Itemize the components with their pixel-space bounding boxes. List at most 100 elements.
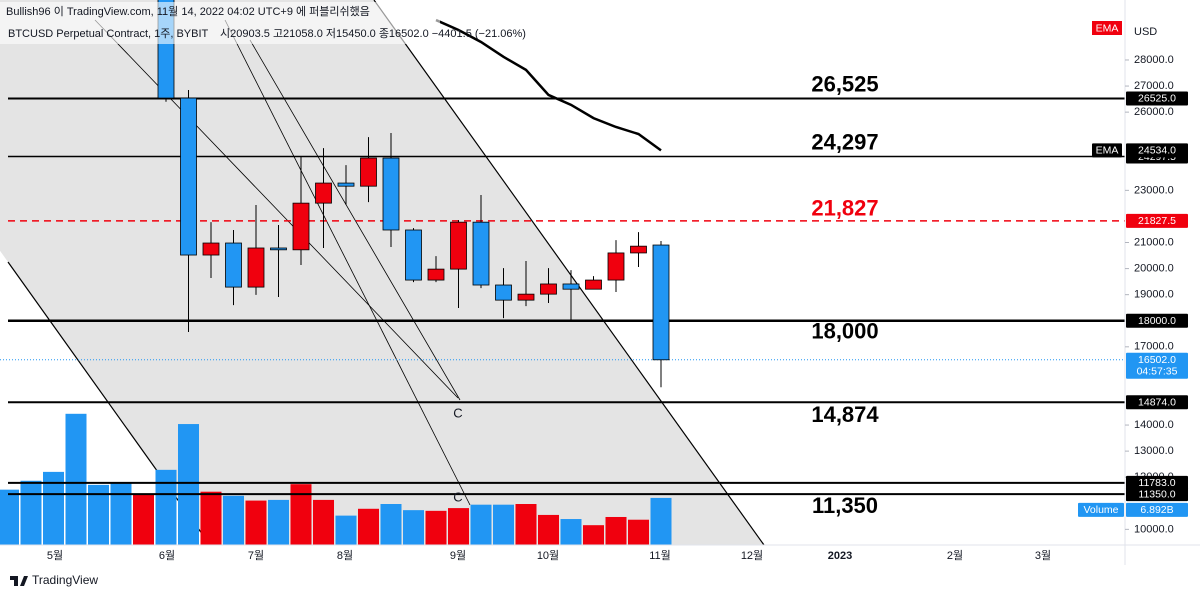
countdown: 04:57:35 <box>1137 366 1178 378</box>
volume-bar <box>268 499 289 545</box>
level-annotation: 11,350 <box>812 493 878 518</box>
volume-bar <box>88 484 109 545</box>
volume-bar <box>65 413 87 545</box>
volume-bar <box>425 510 447 545</box>
candle-body <box>337 182 355 187</box>
volume-bar <box>403 510 424 545</box>
trend-line <box>249 39 461 401</box>
ohlc-label: 시20903.5 고21058.0 저15450.0 종16502.0 −440… <box>220 27 526 40</box>
candle-body <box>427 268 445 281</box>
volume-bar <box>0 489 19 545</box>
candle-body <box>562 283 580 290</box>
ema-tag: 24534.0 <box>1138 145 1176 157</box>
volume-bar <box>133 493 154 545</box>
level-tag: 11783.0 <box>1138 477 1175 489</box>
channel-fill <box>0 0 764 545</box>
candle-body <box>607 252 625 281</box>
volume-bar <box>20 480 42 545</box>
y-tick-label: 23000.0 <box>1134 184 1174 196</box>
volume-bar <box>155 469 177 545</box>
ema-legend-box <box>1092 21 1122 35</box>
level-annotation: 26,525 <box>811 71 878 96</box>
candle-body <box>292 202 310 251</box>
x-tick-label: 12월 <box>741 549 763 562</box>
candle-body <box>652 244 670 361</box>
symbol-title: BTCUSD Perpetual Contract, 1주, BYBIT <box>8 28 209 40</box>
x-tick-label: 10월 <box>537 549 559 562</box>
channel-upper <box>373 0 765 545</box>
volume-bar <box>313 499 334 545</box>
volume-bar <box>583 525 604 545</box>
level-tag-bg <box>1126 213 1188 228</box>
ema-line <box>435 18 662 152</box>
volume-bar <box>43 471 64 545</box>
volume-bar <box>493 504 514 545</box>
level-tag-bg <box>1126 91 1188 106</box>
volume-bar <box>200 491 222 545</box>
currency: USD <box>1134 26 1157 38</box>
y-tick-label: 20000.0 <box>1134 262 1174 274</box>
trend-line <box>94 19 459 399</box>
y-tick-label: 21000.0 <box>1134 236 1174 248</box>
volume-bar <box>110 482 132 545</box>
drawings <box>0 0 765 545</box>
header-bg <box>0 2 440 44</box>
level-tag: 18000.0 <box>1138 315 1176 327</box>
y-tick-label: 26000.0 <box>1134 106 1174 118</box>
x-tick-label: 8월 <box>337 549 353 562</box>
ema-name-tag-bg <box>1092 143 1122 158</box>
volume-bar <box>628 519 649 545</box>
candle-body <box>180 97 197 256</box>
current-tag: 16502.0 <box>1138 354 1176 366</box>
level-tag: 21827.5 <box>1138 215 1176 227</box>
volume-bar <box>178 424 199 545</box>
level-tag-bg <box>1126 487 1188 502</box>
candle-body <box>540 283 557 295</box>
volume-bar <box>650 497 672 545</box>
candle-body <box>517 293 535 301</box>
volume-bar <box>470 504 492 545</box>
y-tick-label: 19000.0 <box>1134 289 1174 301</box>
candle-body <box>450 221 467 270</box>
logo-icon <box>10 576 28 586</box>
level-tag-bg <box>1126 395 1188 410</box>
candle-body <box>495 284 512 301</box>
volume-bar <box>605 516 627 545</box>
level-annotation: 14,874 <box>811 402 879 427</box>
logo: TradingView <box>10 573 98 587</box>
current-tag-bg <box>1126 352 1188 379</box>
x-tick-label: 3월 <box>1035 549 1051 562</box>
y-tick-label: 17000.0 <box>1134 341 1174 353</box>
x-tick-label: 6월 <box>159 549 175 562</box>
candle-body <box>382 157 400 231</box>
volume-bar <box>515 504 537 545</box>
level-tag-bg <box>1126 313 1188 328</box>
ema-legend: EMA <box>1096 22 1119 34</box>
series-layer <box>0 0 1125 545</box>
wave-label: C <box>453 405 462 420</box>
level-tag: 14874.0 <box>1138 397 1176 409</box>
level-tag-bg <box>1126 475 1188 490</box>
y-tick-label: 10000.0 <box>1134 523 1174 535</box>
x-tick-label: 9월 <box>450 549 466 562</box>
volume-bar <box>380 504 402 545</box>
volume-name-tag: Volume <box>1083 504 1118 516</box>
x-tick-label: 2023 <box>828 550 852 562</box>
level-annotation: 18,000 <box>811 319 878 344</box>
x-tick-label: 7월 <box>248 549 264 562</box>
candle-body <box>585 279 602 290</box>
volume-name-tag-bg <box>1078 502 1124 517</box>
volume-bar <box>358 508 379 545</box>
trend-line <box>224 19 471 506</box>
y-tick-label: 14000.0 <box>1134 419 1174 431</box>
y-tick-label: 13000.0 <box>1134 445 1174 457</box>
y-tick-label: 28000.0 <box>1134 54 1174 66</box>
volume-bar <box>560 519 582 545</box>
volume-bar <box>538 514 559 545</box>
publisher: Bullish96 이 TradingView.com, 11월 14, 202… <box>6 5 370 18</box>
level-tag: 26525.0 <box>1138 93 1176 105</box>
candle-body <box>360 157 377 187</box>
volume-tag: 6.892B <box>1140 504 1173 516</box>
volume-bar <box>335 515 357 545</box>
